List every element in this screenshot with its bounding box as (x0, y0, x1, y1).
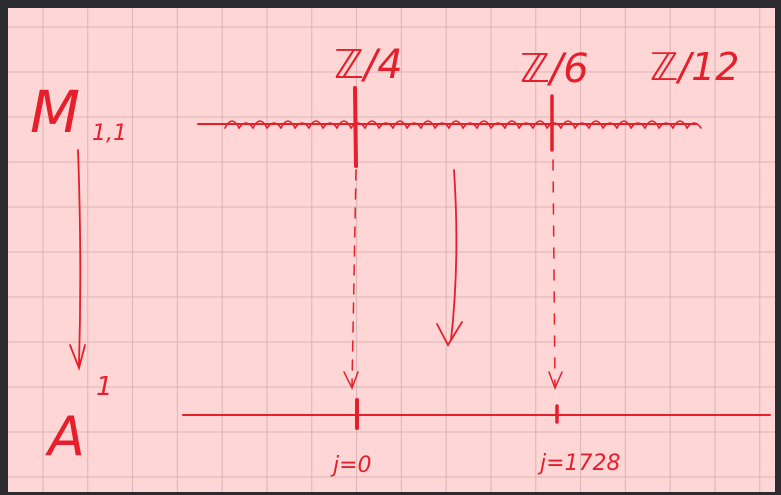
wavy-curve (224, 120, 702, 130)
left-arrow (77, 149, 82, 366)
label-z6: ℤ/6 (520, 46, 589, 92)
arrow-head (69, 344, 86, 371)
label-j0: j=0 (330, 453, 372, 478)
label-moduli-sub: 1,1 (92, 121, 127, 146)
label-affine: A (45, 405, 85, 468)
label-affine-sup: 1 (96, 372, 113, 402)
arrow-head (436, 321, 463, 347)
drawing (69, 86, 771, 430)
label-moduli: M (30, 78, 80, 146)
dashed-projection (552, 159, 556, 386)
mark-z4 (353, 86, 358, 168)
arrow-head (343, 371, 359, 390)
middle-arrow (450, 169, 458, 341)
label-z12: ℤ/12 (650, 45, 739, 89)
label-j1728: j=1728 (537, 451, 621, 476)
dashed-projection (351, 169, 357, 386)
arrow-head (548, 371, 563, 390)
paper (8, 8, 775, 492)
label-z4: ℤ/4 (334, 42, 403, 88)
